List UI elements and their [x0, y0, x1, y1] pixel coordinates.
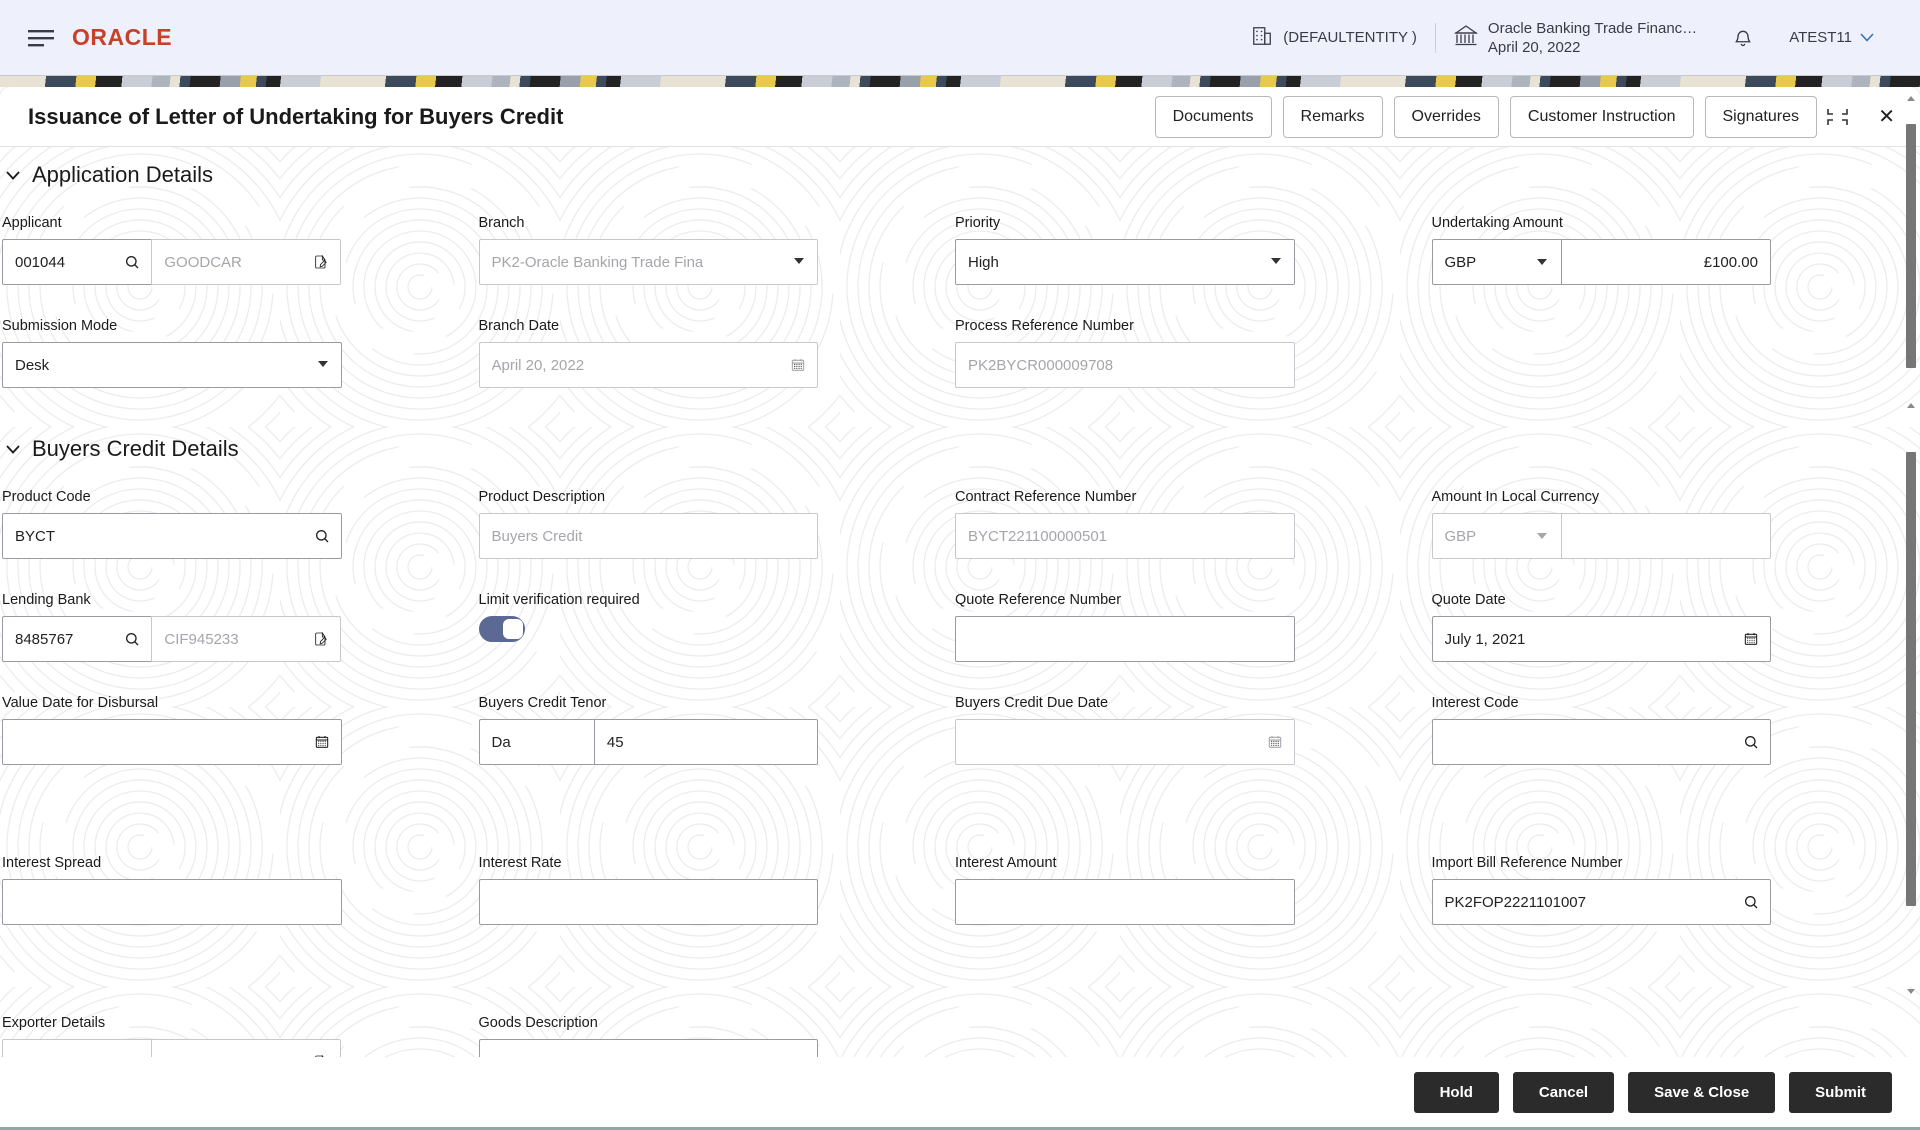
svg-text:ORACLE: ORACLE [72, 25, 172, 50]
